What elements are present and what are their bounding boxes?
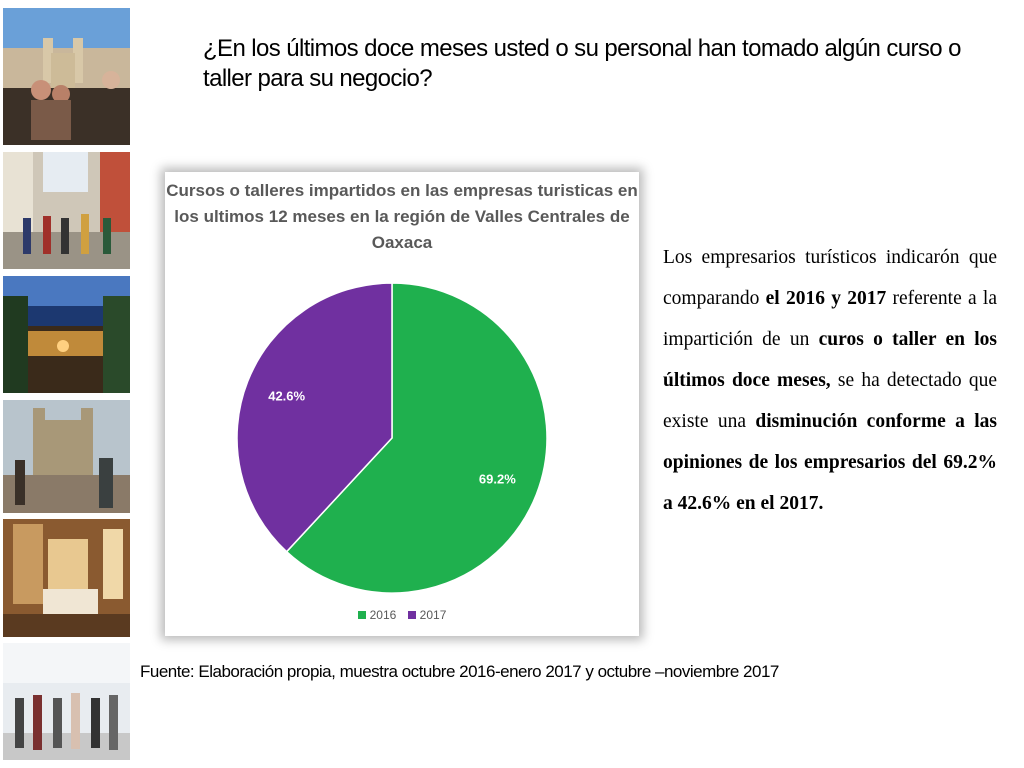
paragraph-text-2: referente a la impartición de un (663, 288, 997, 350)
pie-slice-2017 (236, 282, 393, 553)
paragraph-bold-1: el 2016 y 2017 (765, 288, 887, 309)
legend-label-2016: 2016 (369, 608, 397, 622)
pie-chart-card: Cursos o talleres impartidos en las empr… (165, 172, 639, 636)
paragraph-bold-3: disminución conforme a las opiniones de … (663, 411, 997, 514)
cathedral-photo-icon (3, 8, 130, 145)
church-plaza-photo-icon (3, 400, 130, 513)
data-label-2016: 69.2% (479, 471, 516, 486)
street-crowd-photo-icon (3, 152, 130, 269)
slide-title: ¿En los últimos doce meses usted o su pe… (203, 35, 961, 92)
source-note: Fuente: Elaboración propia, muestra octu… (140, 662, 779, 681)
legend-item-2016: 2016 (357, 608, 397, 622)
legend-swatch-2016 (357, 611, 366, 619)
legend-item-2017: 2017 (407, 608, 447, 622)
paragraph-bold-2: curos o taller en los últimos doce meses… (663, 329, 997, 391)
pie-chart: 69.2% 42.6% (236, 282, 548, 594)
pie-slice-2016 (285, 282, 548, 594)
paragraph-text-1: Los empresarios turísticos indicarón que… (663, 247, 997, 309)
courtyard-night-photo-icon (3, 276, 130, 393)
data-label-2017: 42.6% (268, 389, 305, 404)
legend-swatch-2017 (407, 611, 416, 619)
airport-crowd-photo-icon (3, 643, 130, 760)
chart-title: Cursos o talleres impartidos en las empr… (166, 181, 638, 252)
paragraph-text-3: se ha detectado que existe una (663, 370, 997, 432)
hotel-room-photo-icon (3, 519, 130, 637)
legend-label-2017: 2017 (419, 608, 447, 622)
chart-legend: 2016 2017 (165, 608, 639, 622)
analysis-paragraph: Los empresarios turísticos indicarón que… (663, 237, 997, 524)
